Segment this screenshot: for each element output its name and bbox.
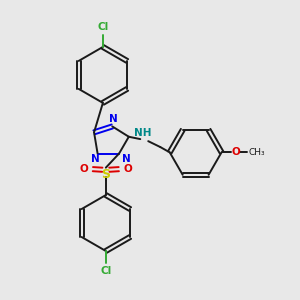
- Text: O: O: [124, 164, 132, 174]
- Text: S: S: [101, 168, 110, 181]
- Text: CH₃: CH₃: [248, 148, 265, 157]
- Text: NH: NH: [134, 128, 151, 138]
- Text: N: N: [109, 114, 117, 124]
- Text: O: O: [80, 164, 88, 174]
- Text: O: O: [232, 147, 241, 158]
- Text: Cl: Cl: [100, 266, 112, 276]
- Text: Cl: Cl: [97, 22, 109, 32]
- Text: N: N: [91, 154, 100, 164]
- Text: N: N: [122, 154, 131, 164]
